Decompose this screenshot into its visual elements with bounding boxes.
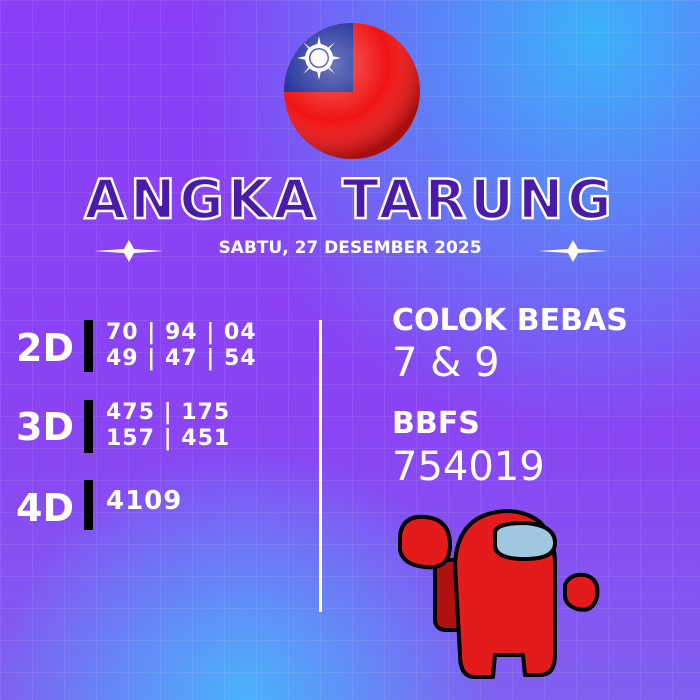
label-2d: 2D bbox=[16, 326, 74, 370]
numbers-line: 4109 bbox=[106, 486, 183, 516]
page-title: ANGKA TARUNG bbox=[83, 167, 616, 233]
numbers-line: 157 | 451 bbox=[106, 426, 231, 451]
label-3d: 3D bbox=[16, 405, 74, 449]
sparkle-icon bbox=[94, 240, 164, 262]
divider bbox=[319, 320, 322, 612]
crewmate-mascot-icon bbox=[398, 509, 600, 679]
accent-bar bbox=[84, 480, 93, 530]
accent-bar bbox=[84, 400, 93, 453]
numbers-2d: 70 | 94 | 04 49 | 47 | 54 bbox=[106, 320, 257, 372]
accent-bar bbox=[84, 320, 93, 372]
numbers-4d: 4109 bbox=[106, 488, 182, 514]
numbers-line: 475 | 175 bbox=[106, 400, 231, 425]
numbers-3d: 475 | 175 157 | 451 bbox=[106, 400, 230, 452]
numbers-line: 49 | 47 | 54 bbox=[106, 346, 257, 371]
colok-bebas-label: COLOK BEBAS bbox=[392, 303, 628, 338]
bbfs-label: BBFS bbox=[392, 406, 480, 441]
label-4d: 4D bbox=[16, 486, 74, 530]
colok-bebas-value: 7 & 9 bbox=[392, 340, 500, 386]
numbers-line: 70 | 94 | 04 bbox=[106, 320, 257, 345]
taiwan-flag-icon bbox=[284, 23, 420, 159]
sparkle-icon bbox=[538, 240, 608, 262]
bbfs-value: 754019 bbox=[392, 444, 545, 490]
date-text: SABTU, 27 DESEMBER 2025 bbox=[218, 238, 482, 258]
